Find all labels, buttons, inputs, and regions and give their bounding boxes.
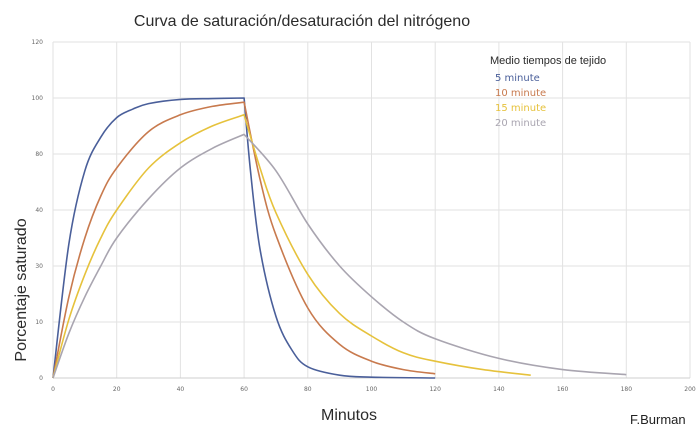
y-tick-label: 80 [35, 151, 43, 158]
series-line-2 [52, 101, 436, 379]
x-tick-label: 180 [621, 386, 633, 393]
y-tick-label: 10 [35, 319, 43, 326]
x-axis-title: Minutos [321, 407, 377, 424]
y-axis-title: Porcentaje saturado [13, 218, 30, 361]
y-tick-label: 100 [32, 95, 44, 102]
series-line-4 [52, 133, 627, 379]
x-tick-label: 120 [429, 386, 441, 393]
legend-item: 10 minute [495, 88, 546, 99]
x-tick-label: 200 [684, 386, 696, 393]
x-tick-label: 80 [304, 386, 312, 393]
x-tick-label: 20 [113, 386, 121, 393]
chart-title: Curva de saturación/desaturación del nit… [134, 13, 470, 30]
x-tick-label: 40 [177, 386, 185, 393]
credit-text: F.Burman [630, 412, 686, 427]
legend-item: 15 minute [495, 103, 546, 114]
x-tick-label: 0 [51, 386, 55, 393]
series-lines [52, 97, 627, 379]
y-tick-label: 30 [35, 263, 43, 270]
series-line-1 [52, 97, 436, 379]
y-tick-label: 40 [35, 207, 43, 214]
legend-item: 5 minute [495, 73, 540, 84]
legend-title: Medio tiempos de tejido [490, 55, 606, 67]
legend-item: 20 minute [495, 118, 546, 129]
tick-labels: 0 20 40 60 80 100 120 140 160 180 200 0 10 30 40 80 100 1… [32, 39, 696, 393]
grid [52, 41, 691, 379]
y-tick-label: 0 [39, 375, 43, 382]
x-tick-label: 140 [493, 386, 505, 393]
x-tick-label: 60 [240, 386, 248, 393]
y-tick-label: 120 [32, 39, 44, 46]
x-tick-label: 100 [366, 386, 378, 393]
legend: Medio tiempos de tejido 5 minute 10 minut… [490, 55, 606, 129]
x-tick-label: 160 [557, 386, 569, 393]
